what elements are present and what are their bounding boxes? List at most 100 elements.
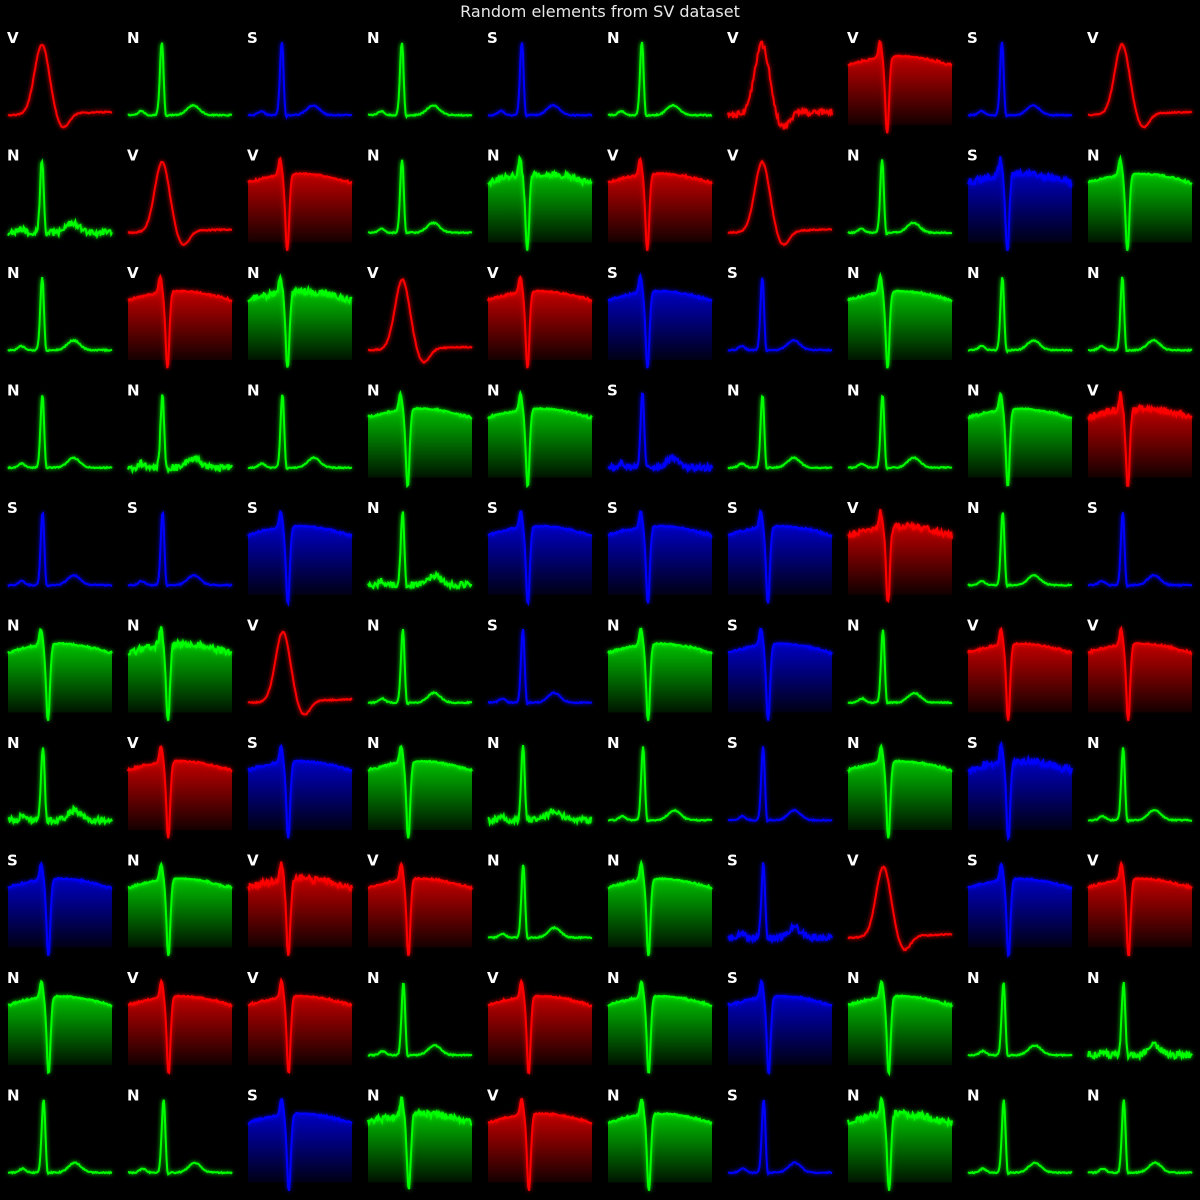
beat-panel: V <box>1087 29 1193 129</box>
beat-trace <box>367 42 473 119</box>
beat-trace <box>607 1098 713 1191</box>
beat-area <box>488 511 592 603</box>
beat-label: N <box>847 264 860 282</box>
beat-trace <box>967 1099 1073 1176</box>
beat-panel: V <box>367 852 473 957</box>
beat-panel: N <box>127 29 232 118</box>
beat-area <box>608 159 712 251</box>
beat-label: S <box>727 734 738 752</box>
beat-panel: V <box>727 147 833 247</box>
beat-panel: N <box>1087 147 1193 251</box>
beat-trace <box>127 510 233 588</box>
beat-label: N <box>607 617 620 635</box>
beat-panel: N <box>1087 969 1193 1062</box>
beat-label: N <box>367 29 380 47</box>
beat-area <box>608 1099 712 1191</box>
beat-trace <box>847 394 953 471</box>
beat-trace <box>607 272 713 369</box>
beat-label: N <box>607 734 620 752</box>
beat-panel: V <box>487 1087 593 1191</box>
beat-area <box>248 746 352 839</box>
beat-trace <box>487 275 593 369</box>
beat-trace <box>367 389 473 489</box>
beat-panel: S <box>7 852 112 956</box>
beat-trace <box>487 42 593 118</box>
beat-trace <box>607 979 713 1074</box>
beat-label: N <box>7 617 20 635</box>
beat-label: V <box>367 264 379 282</box>
beat-panel: N <box>847 969 953 1077</box>
beat-label: N <box>487 852 500 870</box>
beat-panel: S <box>247 29 353 120</box>
beat-panel: V <box>127 147 233 247</box>
beat-label: V <box>247 617 259 635</box>
beat-panel: S <box>607 499 713 604</box>
beat-panel: V <box>1087 617 1193 721</box>
beat-trace <box>1087 625 1193 721</box>
beat-panel: N <box>367 969 473 1058</box>
beat-panel: N <box>967 382 1073 487</box>
beat-trace <box>127 626 233 721</box>
beat-label: N <box>607 29 620 47</box>
beat-panel: N <box>247 382 353 471</box>
beat-area <box>1088 391 1192 486</box>
beat-trace <box>487 1098 593 1191</box>
beat-label: N <box>607 969 620 987</box>
beat-area <box>488 393 592 486</box>
beat-panel: V <box>847 499 953 603</box>
beat-label: N <box>1087 147 1100 165</box>
beat-label: S <box>487 29 498 47</box>
beat-trace <box>848 979 953 1077</box>
beat-panel: V <box>127 264 233 369</box>
beat-label: N <box>967 499 980 517</box>
beat-panel: N <box>487 147 593 251</box>
beat-panel: N <box>1087 734 1193 824</box>
beat-label: S <box>967 29 978 47</box>
beat-area <box>968 743 1072 839</box>
beat-area <box>728 629 832 721</box>
beat-area <box>848 41 952 134</box>
beat-area <box>848 1098 952 1191</box>
beat-trace <box>1087 391 1193 487</box>
beat-trace <box>1087 981 1193 1062</box>
beat-area <box>248 158 352 251</box>
beat-trace <box>487 389 593 489</box>
beat-trace <box>127 160 233 247</box>
beat-panel: V <box>847 852 953 952</box>
beat-trace <box>847 509 953 603</box>
beat-label: S <box>487 499 498 517</box>
beat-trace <box>247 509 352 607</box>
beat-trace <box>7 861 112 956</box>
beat-panel: N <box>367 499 473 591</box>
beat-trace <box>7 747 113 827</box>
beat-panel: S <box>247 499 352 607</box>
beat-trace <box>607 510 713 604</box>
beat-panel: N <box>487 734 593 828</box>
beat-panel: V <box>367 264 473 364</box>
beat-area <box>968 393 1072 486</box>
beat-label: S <box>247 29 258 47</box>
beat-label: N <box>487 147 500 165</box>
beat-label: V <box>127 969 139 987</box>
beat-area <box>248 1099 352 1191</box>
beat-label: V <box>607 147 619 165</box>
beat-panel: V <box>247 852 353 956</box>
beat-area <box>728 511 832 604</box>
beat-trace <box>247 42 353 120</box>
beat-area <box>128 981 232 1073</box>
beat-panel: N <box>7 969 113 1075</box>
beat-label: N <box>847 1087 860 1105</box>
beat-trace <box>247 156 353 251</box>
beat-trace <box>7 43 113 129</box>
beat-panel: N <box>847 617 953 705</box>
beat-trace <box>128 978 233 1075</box>
beat-trace <box>967 740 1073 842</box>
beat-label: V <box>127 147 139 165</box>
beat-label: V <box>847 499 859 517</box>
beat-panel: N <box>367 734 473 839</box>
beat-panel: N <box>367 1087 473 1190</box>
beat-trace <box>367 159 473 235</box>
beat-area <box>488 157 592 251</box>
beat-trace <box>7 277 113 353</box>
beat-trace <box>727 627 833 721</box>
